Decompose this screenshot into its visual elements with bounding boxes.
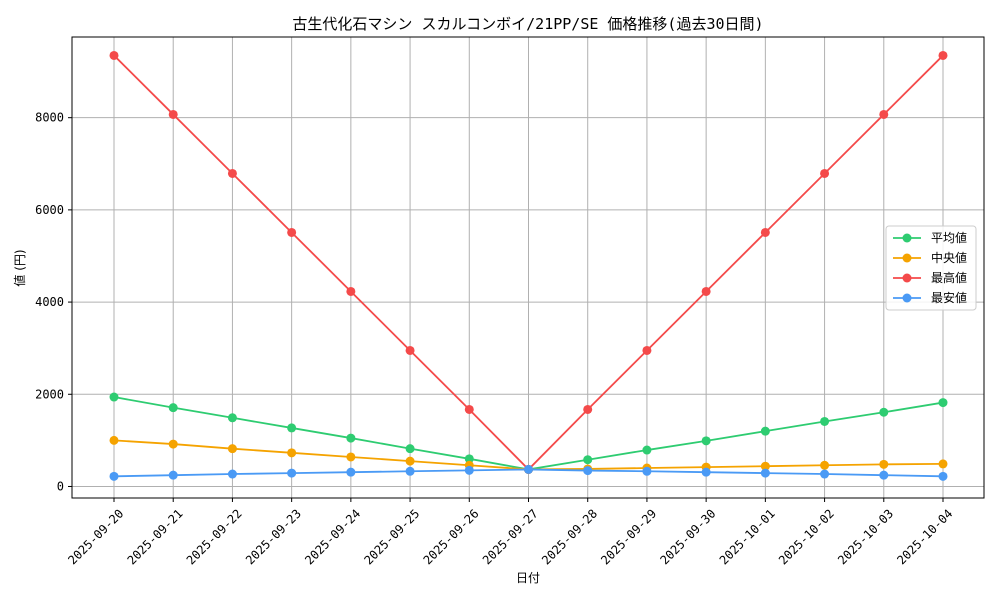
data-point — [583, 404, 593, 414]
data-point — [938, 50, 948, 60]
legend-label: 最高値 — [931, 270, 967, 285]
data-point — [346, 467, 356, 477]
data-point — [227, 469, 237, 479]
data-point — [168, 109, 178, 119]
y-axis-label: 値 (円) — [12, 249, 27, 286]
data-point — [227, 413, 237, 423]
data-point — [168, 439, 178, 449]
data-point — [760, 227, 770, 237]
y-tick-label: 0 — [57, 479, 64, 493]
y-tick-label: 6000 — [35, 203, 64, 217]
data-point — [405, 456, 415, 466]
data-point — [583, 455, 593, 465]
legend-swatch-marker — [902, 273, 912, 283]
data-point — [760, 468, 770, 478]
data-point — [760, 461, 770, 471]
data-point — [109, 50, 119, 60]
data-point — [346, 452, 356, 462]
data-point — [642, 345, 652, 355]
data-point — [287, 423, 297, 433]
data-point — [583, 466, 593, 476]
data-point — [642, 466, 652, 476]
legend-label: 最安値 — [931, 290, 967, 305]
data-point — [287, 227, 297, 237]
data-point — [287, 448, 297, 458]
chart-title: 古生代化石マシン スカルコンボイ/21PP/SE 価格推移(過去30日間) — [292, 15, 763, 33]
data-point — [464, 465, 474, 475]
series-3 — [109, 464, 948, 481]
legend-label: 中央値 — [931, 250, 967, 265]
data-point — [524, 464, 533, 474]
data-point — [642, 445, 652, 455]
y-tick-label: 4000 — [35, 295, 64, 309]
y-tick-label: 8000 — [35, 111, 64, 125]
data-point — [879, 109, 889, 119]
x-axis-label: 日付 — [516, 571, 540, 585]
series-layer — [109, 50, 948, 481]
data-point — [227, 444, 237, 454]
legend-box — [885, 225, 977, 311]
data-point — [820, 460, 830, 470]
legend-swatch-marker — [902, 253, 912, 263]
data-point — [820, 469, 830, 479]
data-point — [109, 471, 119, 481]
data-point — [938, 459, 948, 469]
data-point — [227, 168, 237, 178]
data-point — [879, 470, 889, 480]
legend-swatch-marker — [902, 293, 912, 303]
data-point — [760, 426, 770, 436]
data-point — [879, 407, 889, 417]
data-point — [701, 286, 711, 296]
data-point — [405, 444, 415, 454]
data-point — [287, 468, 297, 478]
grid — [72, 37, 984, 498]
data-point — [168, 470, 178, 480]
data-point — [405, 345, 415, 355]
data-point — [938, 398, 948, 408]
data-point — [168, 403, 178, 413]
data-point — [820, 416, 830, 426]
data-point — [879, 459, 889, 469]
data-point — [464, 454, 474, 464]
data-point — [820, 168, 830, 178]
data-point — [405, 466, 415, 476]
data-point — [464, 404, 474, 414]
data-point — [938, 471, 948, 481]
data-point — [109, 392, 119, 402]
data-point — [346, 433, 356, 443]
legend-label: 平均値 — [931, 230, 967, 245]
data-point — [701, 436, 711, 446]
y-tick-label: 2000 — [35, 387, 64, 401]
data-point — [346, 286, 356, 296]
data-point — [701, 467, 711, 477]
legend-swatch-marker — [902, 233, 912, 243]
data-point — [109, 435, 119, 445]
